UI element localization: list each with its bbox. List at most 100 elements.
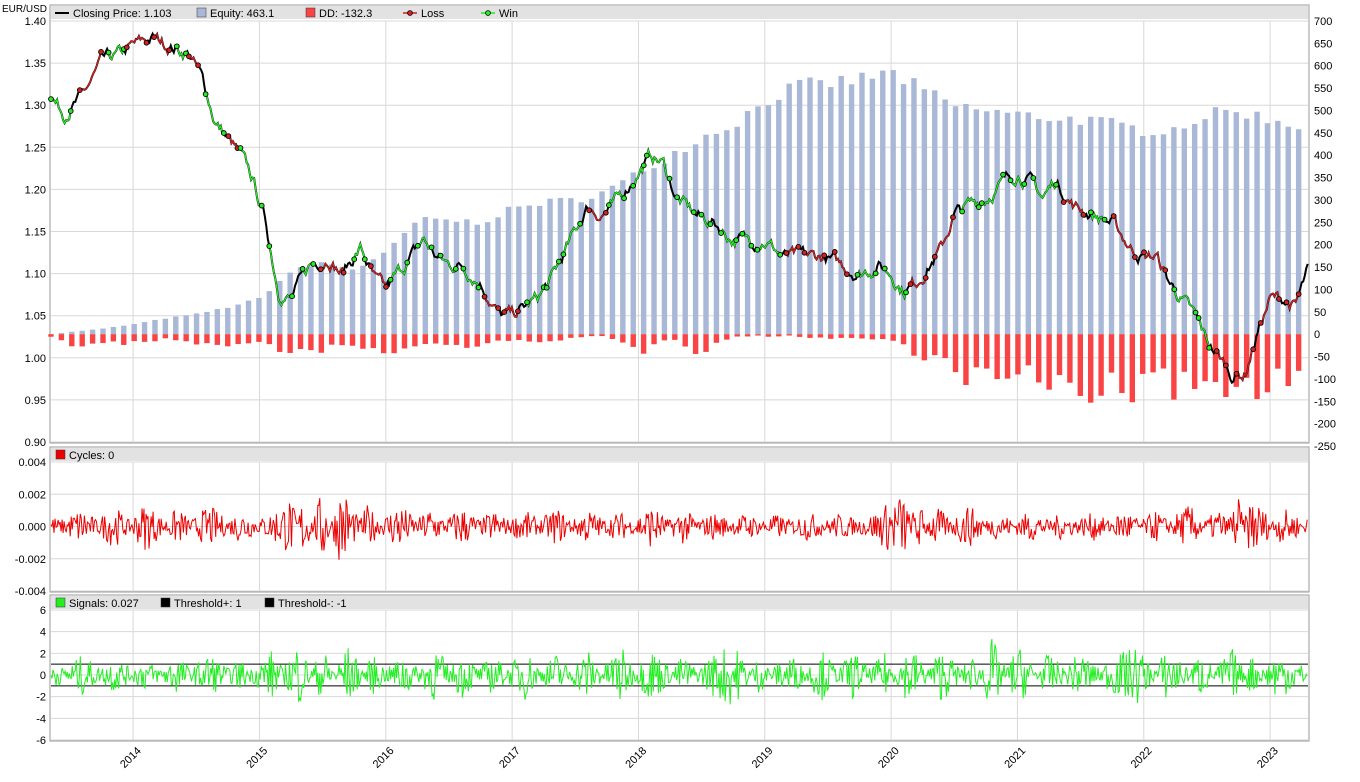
loss-marker — [195, 62, 201, 69]
loss-marker — [1257, 320, 1264, 326]
equity-bar — [1160, 134, 1167, 335]
win-marker — [1000, 171, 1006, 178]
drawdown-bar — [1264, 334, 1271, 393]
loss-trade-segment — [804, 250, 825, 262]
equity-bar — [308, 266, 314, 335]
equity-tick-label: 300 — [1314, 195, 1332, 207]
drawdown-bar — [599, 334, 605, 337]
win-trade-segment — [353, 241, 366, 260]
drawdown-bar — [828, 334, 834, 339]
equity-bar — [786, 83, 792, 335]
equity-bar — [69, 331, 75, 335]
loss-marker — [1141, 249, 1147, 256]
drawdown-bar — [994, 334, 1000, 380]
drawdown-bar — [1108, 334, 1115, 373]
equity-bar — [796, 79, 803, 335]
drawdown-bar — [973, 334, 980, 368]
loss-marker — [76, 87, 83, 93]
loss-marker — [1250, 346, 1257, 353]
loss-marker — [1233, 370, 1240, 377]
drawdown-bar — [193, 334, 200, 345]
equity-tick-label: 200 — [1314, 240, 1332, 252]
drawdown-bar — [464, 334, 470, 348]
legend-label: Closing Price: 1.103 — [73, 8, 171, 20]
equity-bar — [1223, 109, 1229, 335]
drawdown-bar — [765, 334, 772, 337]
loss-marker — [123, 44, 130, 51]
equity-bar — [1139, 136, 1146, 335]
equity-bar — [900, 84, 907, 335]
equity-bar — [277, 280, 283, 335]
equity-bar — [1067, 116, 1073, 335]
drawdown-bar — [859, 334, 865, 339]
loss-trade-segment — [834, 251, 848, 275]
cycles-path — [50, 498, 1308, 560]
drawdown-bar — [568, 334, 574, 338]
drawdown-bar — [131, 334, 137, 342]
loss-marker — [1080, 212, 1087, 218]
x-axis-ticks: 2014 2015 2016 2017 2018 2019 2020 2021 2022 2023 — [118, 745, 1281, 771]
drawdown-bar — [942, 334, 948, 359]
equity-bar — [942, 99, 948, 335]
equity-bar — [724, 130, 730, 335]
drawdown-bar — [1160, 334, 1167, 369]
legend-box-swatch — [160, 597, 171, 608]
drawdown-bar — [370, 334, 377, 349]
legend-dot-swatch — [407, 10, 413, 16]
equity-bar — [578, 202, 584, 335]
equity-bar — [776, 99, 782, 335]
equity-bar — [162, 318, 169, 335]
drawdown-bar — [443, 334, 449, 345]
main-legend: Closing Price: 1.103 Equity: 463.1 DD: -13… — [55, 7, 518, 20]
drawdown-bar — [79, 334, 85, 347]
loss-marker — [501, 309, 508, 315]
drawdown-bar — [640, 334, 647, 354]
win-marker — [1021, 181, 1028, 187]
cycles-tick-label: 0.000 — [18, 522, 46, 534]
x-tick-label: 2020 — [876, 745, 902, 771]
equity-bar — [1233, 112, 1239, 335]
win-marker — [1206, 344, 1213, 351]
equity-bar — [1004, 112, 1011, 335]
equity-bar — [713, 133, 720, 335]
loss-marker — [783, 250, 790, 256]
win-marker — [351, 256, 358, 263]
loss-marker — [495, 305, 502, 311]
loss-trade-segment — [1113, 215, 1136, 258]
win-marker — [1007, 177, 1014, 184]
equity-bar — [256, 298, 262, 335]
win-marker — [258, 202, 265, 209]
win-trade-segment — [239, 147, 263, 207]
win-marker — [404, 259, 411, 266]
win-marker — [1053, 181, 1059, 188]
drawdown-bar — [1191, 334, 1198, 389]
equity-bar — [557, 197, 564, 335]
loss-marker — [821, 252, 827, 259]
equity-bar — [547, 198, 553, 335]
signals-axis-ticks: -6 -4 -2 0 2 4 6 — [36, 605, 46, 747]
drawdown-bar — [1212, 334, 1219, 383]
loss-trade-segment — [909, 276, 927, 289]
drawdown-bar — [1243, 334, 1250, 378]
drawdown-bar — [391, 334, 397, 354]
win-trade-segment — [390, 262, 408, 281]
drawdown-bars — [48, 334, 1302, 403]
price-tick-label: 1.30 — [25, 100, 46, 112]
equity-bars — [58, 70, 1302, 335]
equity-bar — [110, 326, 117, 335]
loss-marker — [1060, 199, 1067, 205]
price-equity-panel: 0.90 0.95 1.00 1.05 1.10 1.15 1.20 1.25 1.30 1.35… — [2, 4, 1336, 453]
equity-tick-label: 650 — [1314, 38, 1332, 50]
drawdown-bar — [235, 334, 241, 345]
drawdown-bar — [318, 334, 325, 353]
drawdown-bar — [890, 334, 896, 341]
equity-bar — [651, 168, 657, 335]
equity-tick-label: 150 — [1314, 262, 1332, 274]
equity-tick-label: 600 — [1314, 61, 1332, 73]
equity-tick-label: 350 — [1314, 173, 1332, 185]
win-marker — [606, 202, 612, 208]
equity-bar — [484, 222, 491, 335]
drawdown-bar — [505, 334, 512, 341]
drawdown-bar — [173, 334, 179, 341]
win-marker — [1088, 209, 1094, 216]
